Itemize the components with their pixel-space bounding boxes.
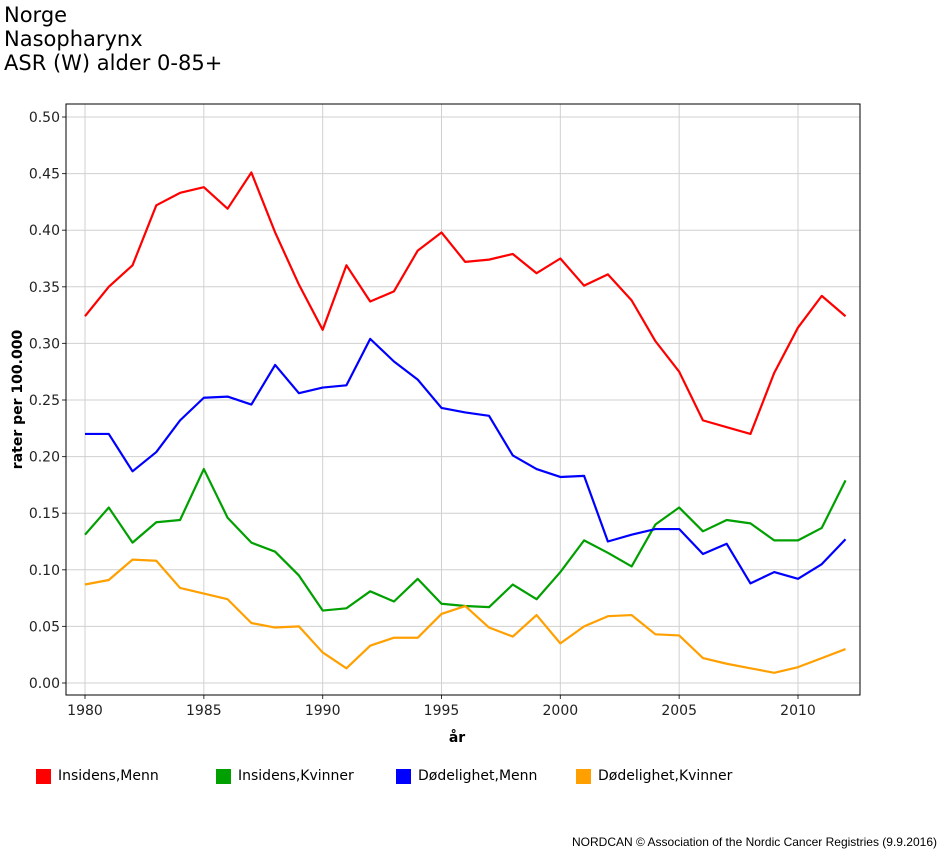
- legend-item: Dødelighet,Menn: [396, 768, 537, 784]
- legend-swatch: [216, 768, 231, 784]
- x-tick-label: 1980: [67, 703, 103, 719]
- y-tick-label: 0.20: [29, 450, 60, 466]
- x-tick-label: 1995: [424, 703, 460, 719]
- y-tick-label: 0.35: [29, 280, 60, 296]
- legend-item: Insidens,Menn: [36, 768, 159, 784]
- series-line-0: [84, 171, 847, 436]
- series-line-3: [84, 558, 846, 674]
- x-tick-label: 2000: [543, 703, 579, 719]
- x-tick-label: 1985: [186, 703, 222, 719]
- title-line-2: Nasopharynx: [4, 27, 143, 51]
- legend-label: Dødelighet,Kvinner: [598, 768, 733, 784]
- x-tick-label: 2005: [661, 703, 697, 719]
- legend-item: Insidens,Kvinner: [216, 768, 354, 784]
- legend-label: Insidens,Menn: [58, 768, 159, 784]
- y-tick-label: 0.25: [29, 393, 60, 409]
- series-line-2: [85, 337, 847, 585]
- x-tick-label: 1990: [305, 703, 341, 719]
- legend-swatch: [36, 768, 51, 784]
- y-tick-label: 0.40: [29, 223, 60, 239]
- y-tick-label: 0.50: [29, 110, 60, 126]
- x-tick-label: 2010: [780, 703, 816, 719]
- title-line-3: ASR (W) alder 0-85+: [4, 51, 223, 75]
- legend-swatch: [576, 768, 591, 784]
- y-tick-label: 0.30: [29, 336, 60, 352]
- y-tick-label: 0.15: [29, 506, 60, 522]
- y-axis-label: rater per 100.000: [10, 330, 26, 470]
- title-line-1: Norge: [4, 3, 68, 27]
- y-tick-label: 0.00: [29, 676, 60, 692]
- y-tick-label: 0.10: [29, 563, 60, 579]
- plot-border: [65, 103, 861, 696]
- credit: NORDCAN © Association of the Nordic Canc…: [572, 835, 937, 849]
- y-tick-label: 0.45: [29, 167, 60, 183]
- y-tick-label: 0.05: [29, 619, 60, 635]
- legend-label: Dødelighet,Menn: [418, 768, 538, 784]
- x-axis-label: år: [449, 729, 465, 746]
- legend-item: Dødelighet,Kvinner: [576, 768, 732, 784]
- legend-swatch: [396, 768, 411, 784]
- legend-label: Insidens,Kvinner: [238, 768, 354, 784]
